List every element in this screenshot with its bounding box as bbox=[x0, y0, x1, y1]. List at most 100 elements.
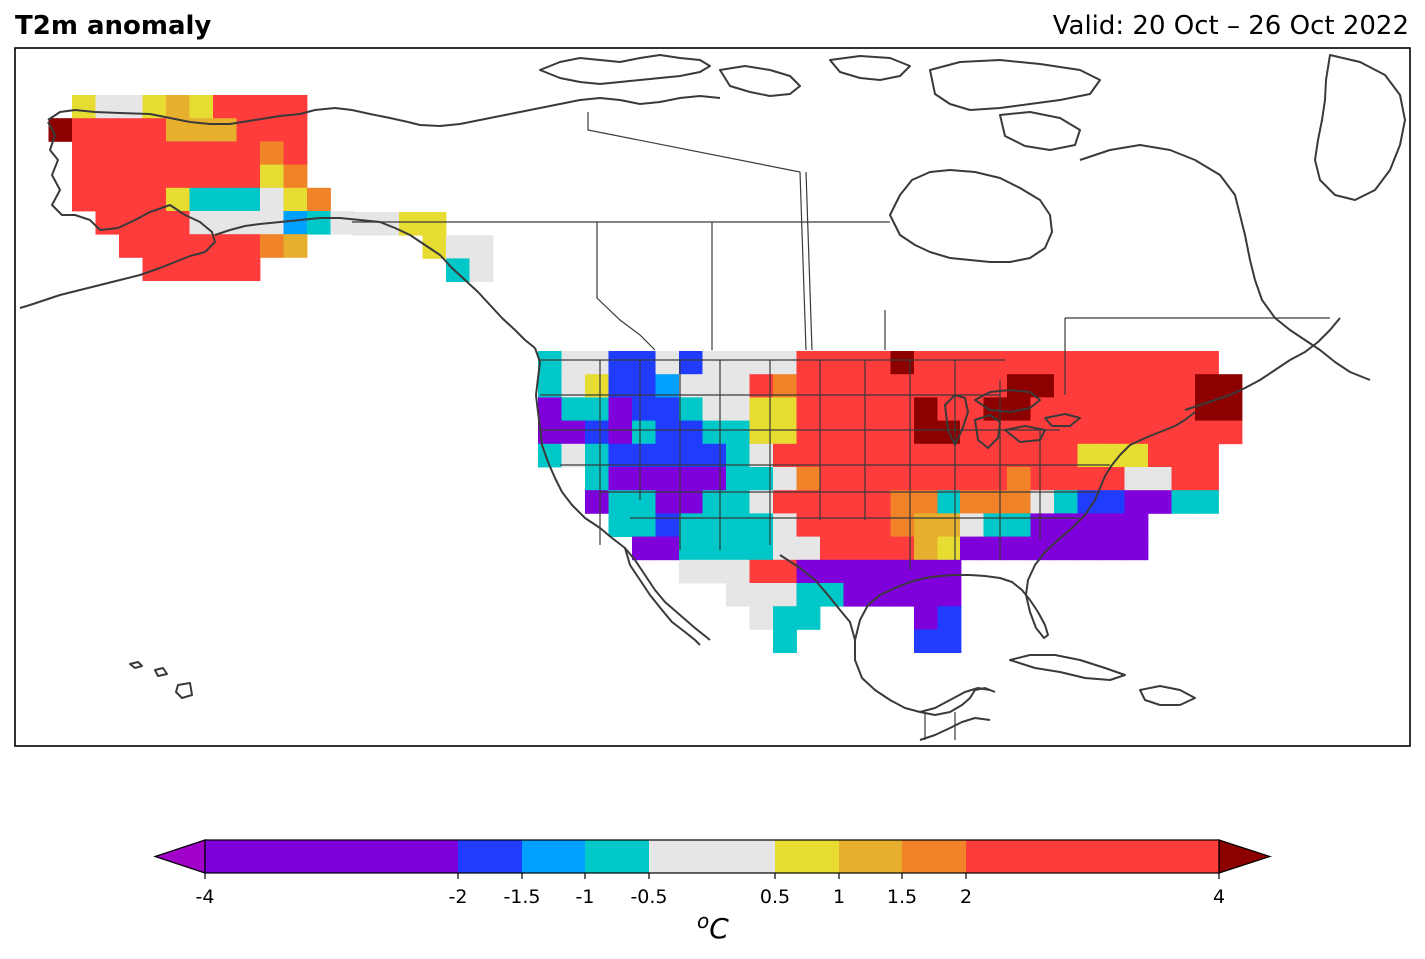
anomaly-cell bbox=[1007, 490, 1031, 514]
anomaly-cell bbox=[1077, 397, 1102, 421]
anomaly-cell bbox=[632, 374, 656, 398]
anomaly-cell bbox=[1148, 467, 1172, 491]
anomaly-cell bbox=[1054, 513, 1078, 537]
anomaly-cell bbox=[1007, 443, 1031, 468]
anomaly-cell bbox=[960, 374, 984, 398]
anomaly-cell bbox=[679, 443, 703, 468]
anomaly-cell bbox=[95, 118, 120, 142]
anomaly-cell bbox=[1007, 351, 1031, 375]
anomaly-cell bbox=[632, 513, 656, 537]
anomaly-cell bbox=[796, 583, 821, 607]
anomaly-cell bbox=[142, 187, 167, 212]
anomaly-cell bbox=[843, 420, 868, 445]
anomaly-cell bbox=[538, 374, 562, 398]
anomaly-cell bbox=[1077, 536, 1102, 561]
anomaly-cell bbox=[1077, 467, 1102, 491]
anomaly-cell bbox=[773, 374, 797, 398]
anomaly-cell bbox=[655, 536, 680, 561]
anomaly-cell bbox=[72, 95, 96, 119]
anomaly-cell bbox=[820, 559, 844, 584]
anomaly-cell bbox=[538, 420, 562, 445]
anomaly-cell bbox=[914, 490, 938, 514]
anomaly-cell bbox=[679, 351, 703, 375]
anomaly-cell bbox=[749, 513, 774, 537]
anomaly-cell bbox=[1007, 467, 1031, 491]
anomaly-cell bbox=[1195, 490, 1219, 514]
anomaly-cell bbox=[72, 187, 96, 212]
state-borders bbox=[352, 112, 1330, 740]
colorbar-swatch bbox=[205, 840, 458, 873]
anomaly-cell bbox=[1054, 536, 1078, 561]
anomaly-cell bbox=[867, 374, 891, 398]
anomaly-cell bbox=[585, 420, 609, 445]
colorbar-tick-label: -2 bbox=[449, 886, 468, 908]
anomaly-cell bbox=[890, 351, 915, 375]
colorbar-swatch bbox=[458, 840, 522, 873]
anomaly-cell bbox=[890, 490, 915, 514]
anomaly-cell bbox=[142, 95, 167, 119]
anomaly-cell bbox=[1124, 467, 1149, 491]
anomaly-cell bbox=[72, 118, 96, 142]
anomaly-cell bbox=[773, 629, 797, 653]
anomaly-cell bbox=[260, 118, 284, 142]
anomaly-cell bbox=[843, 490, 868, 514]
anomaly-cell bbox=[1030, 490, 1055, 514]
anomaly-cell bbox=[1218, 420, 1243, 445]
anomaly-cell bbox=[867, 490, 891, 514]
anomaly-cell bbox=[726, 374, 750, 398]
anomaly-cell bbox=[236, 95, 261, 119]
anomaly-cell bbox=[608, 374, 633, 398]
anomaly-cell bbox=[1171, 490, 1196, 514]
anomaly-cell bbox=[260, 95, 284, 119]
anomaly-cell bbox=[1077, 490, 1102, 514]
anomaly-cell bbox=[937, 583, 962, 607]
anomaly-cell bbox=[773, 490, 797, 514]
anomaly-cell bbox=[679, 374, 703, 398]
coastlines bbox=[19, 54, 1406, 741]
anomaly-cell bbox=[773, 559, 797, 584]
anomaly-cell bbox=[890, 397, 915, 421]
anomaly-cell bbox=[773, 467, 797, 491]
anomaly-cell bbox=[796, 351, 821, 375]
anomaly-cell bbox=[446, 235, 470, 259]
anomaly-cell bbox=[820, 351, 844, 375]
anomaly-cell bbox=[867, 420, 891, 445]
anomaly-cell bbox=[166, 141, 190, 165]
anomaly-cell bbox=[1171, 467, 1196, 491]
anomaly-cell bbox=[608, 467, 633, 491]
anomaly-cell bbox=[655, 490, 680, 514]
anomaly-cell bbox=[1148, 374, 1172, 398]
anomaly-cell bbox=[1171, 420, 1196, 445]
anomaly-cell bbox=[166, 164, 190, 189]
anomaly-cell bbox=[867, 536, 891, 561]
colorbar-swatch bbox=[966, 840, 1219, 873]
anomaly-cell bbox=[469, 258, 494, 282]
anomaly-cell bbox=[726, 467, 750, 491]
anomaly-cell bbox=[283, 211, 308, 235]
anomaly-cell bbox=[608, 420, 633, 445]
anomaly-cell bbox=[283, 141, 308, 165]
anomaly-cell bbox=[867, 467, 891, 491]
anomaly-cell bbox=[1148, 351, 1172, 375]
anomaly-cell bbox=[867, 397, 891, 421]
anomaly-cell bbox=[726, 513, 750, 537]
anomaly-cell bbox=[1007, 536, 1031, 561]
colorbar-ticks: -4 -2 -1.5 -1 -0.5 0.5 1 1.5 2 4 bbox=[196, 873, 1225, 908]
anomaly-cell bbox=[585, 374, 609, 398]
anomaly-cell bbox=[773, 606, 797, 630]
anomaly-cell bbox=[937, 629, 962, 653]
anomaly-cell bbox=[796, 606, 821, 630]
colorbar-swatch bbox=[522, 840, 585, 873]
anomaly-cell bbox=[749, 536, 774, 561]
anomaly-cell bbox=[260, 141, 284, 165]
anomaly-cell bbox=[796, 490, 821, 514]
colorbar-extend-high bbox=[1218, 839, 1272, 874]
anomaly-cell bbox=[330, 211, 355, 235]
anomaly-cell bbox=[166, 118, 190, 142]
anomaly-cell bbox=[538, 397, 562, 421]
anomaly-cell bbox=[1054, 467, 1078, 491]
anomaly-cell bbox=[820, 443, 844, 468]
anomaly-cell bbox=[679, 536, 703, 561]
anomaly-cell bbox=[469, 235, 494, 259]
